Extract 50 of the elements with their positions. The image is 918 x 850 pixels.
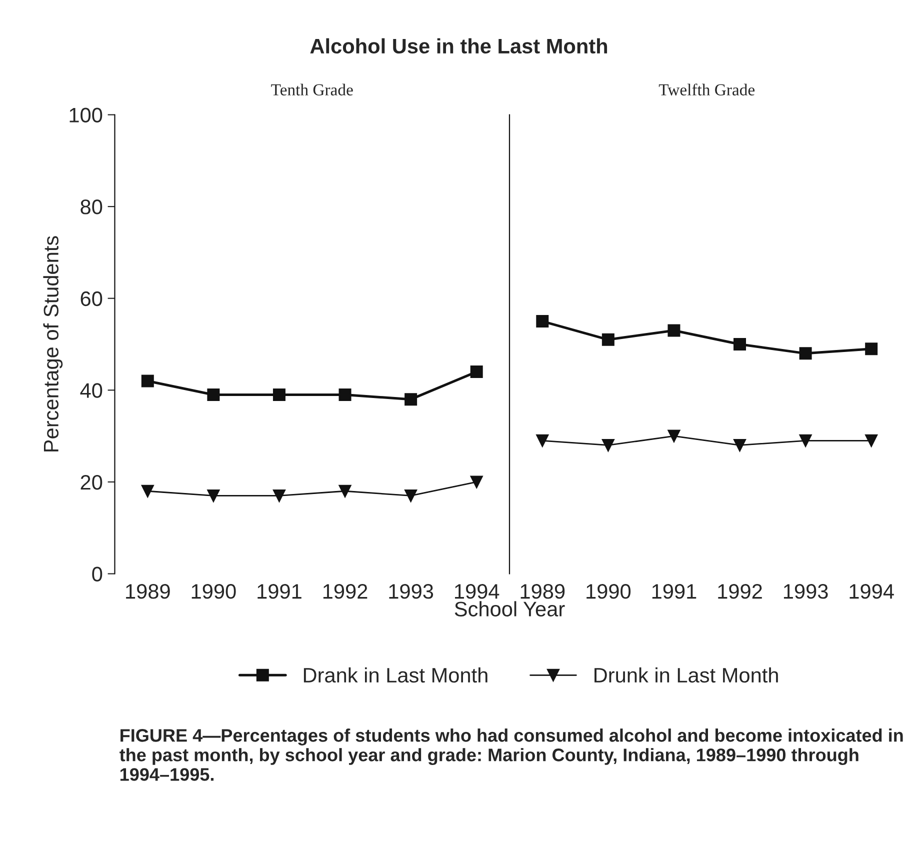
legend-label: Drank in Last Month [304,667,488,683]
point [404,393,418,406]
point [338,388,352,401]
y-axis-title: Percentage of Students [43,236,63,452]
y-tick-label: 20 [80,474,102,490]
caption: FIGURE 4—Percentages of students who had consumed alcohol and become intoxicated in the past month, by school year and grade: Marion County, Indiana, 1989–1990 through 1994–1995. [120,728,903,781]
y-tick-label: 0 [92,566,102,582]
x-tick-label: 1994 [850,584,894,599]
chart-subtitle: Tenth Grade [271,84,353,96]
point [734,338,746,350]
point [536,434,549,447]
point [734,438,746,452]
x-tick-label: 1991 [258,584,302,599]
point [470,476,483,488]
x-tick-label: 1992 [718,584,762,599]
point [272,489,286,502]
point [602,438,614,452]
point [141,374,154,388]
point [799,434,812,447]
chart-title: Alcohol Use in the Last Month [310,38,608,54]
point [668,324,680,337]
point [207,489,220,502]
point [404,489,418,502]
point [602,333,614,346]
point [272,388,286,401]
legend-label: Drunk in Last Month [594,667,778,683]
y-tick-label: 40 [80,383,102,398]
x-tick-label: 1992 [323,584,368,599]
x-tick-label: 1989 [126,584,170,599]
point [338,484,352,498]
point [865,342,878,356]
x-tick-label: 1993 [784,584,828,599]
point [141,484,154,498]
point [668,430,680,442]
x-tick-label: 1989 [520,584,565,599]
x-tick-label: 1990 [192,584,236,599]
x-tick-label: 1993 [389,584,434,599]
x-tick-label: 1990 [586,584,631,599]
y-tick-label: 60 [80,291,102,306]
chart-subtitle: Twelfth Grade [658,84,755,96]
y-tick-label: 80 [80,200,102,214]
y-tick-label: 100 [70,108,102,123]
point [470,366,483,378]
point [207,388,220,401]
x-axis-title: School Year [454,601,565,616]
point [536,315,549,328]
x-tick-label: 1994 [455,584,500,599]
point [865,434,878,447]
point [799,347,812,360]
x-tick-label: 1991 [652,584,696,599]
